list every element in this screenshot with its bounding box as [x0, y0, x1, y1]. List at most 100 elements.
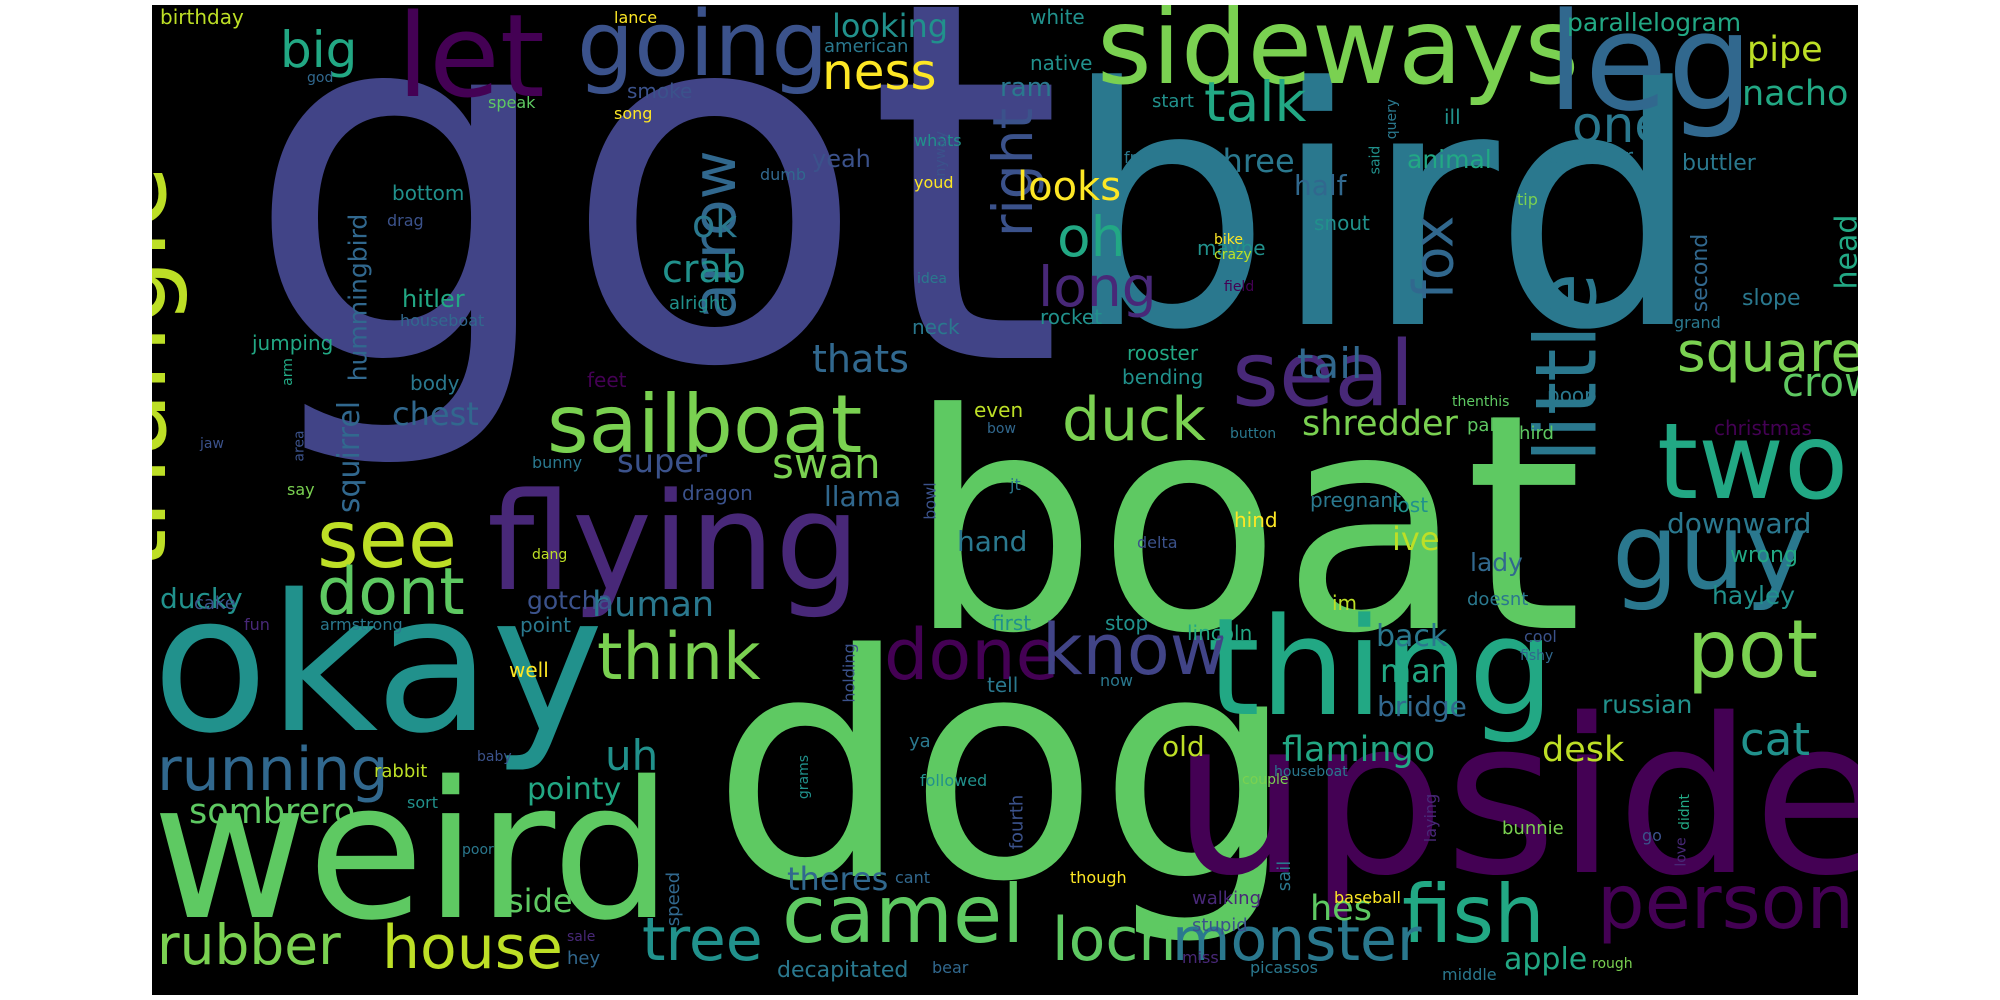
word: house — [382, 913, 563, 983]
word: seal — [1232, 322, 1415, 427]
word: hayley — [1712, 581, 1796, 610]
word: bird — [1062, 18, 1703, 402]
word: flying — [487, 464, 861, 621]
word: pipe — [1747, 30, 1823, 70]
word: stop — [1105, 611, 1149, 635]
word: squirrel — [332, 400, 368, 514]
word: pointy — [527, 772, 622, 807]
word: bow — [987, 421, 1016, 437]
word: weird — [152, 741, 673, 962]
word: cool — [1524, 627, 1557, 646]
word: palm — [1467, 415, 1512, 436]
word: ya — [909, 731, 931, 752]
word: upside — [1172, 672, 1858, 923]
word: flamingo — [1282, 730, 1436, 770]
word: rabbit — [374, 761, 428, 782]
word: walking — [1192, 888, 1262, 909]
word: ducky — [160, 582, 243, 615]
word: houseboat — [1274, 764, 1348, 780]
word: person — [1597, 858, 1855, 946]
word: button — [1230, 426, 1277, 442]
word: hes — [1310, 889, 1372, 929]
word: super — [617, 442, 708, 480]
word: back — [1376, 619, 1448, 654]
word: neck — [912, 315, 960, 339]
word: song — [614, 104, 653, 123]
word: though — [1070, 868, 1127, 887]
word: point — [520, 613, 572, 637]
word: query — [1384, 98, 1401, 140]
word: fishy — [1520, 648, 1554, 664]
word: well — [509, 658, 549, 682]
word: third — [1512, 423, 1554, 444]
word: speak — [488, 93, 536, 112]
word: cant — [895, 868, 931, 887]
word: miss — [1182, 948, 1219, 967]
word: parallelogram — [1567, 8, 1742, 37]
word: old — [1162, 730, 1205, 763]
word: human — [592, 585, 715, 625]
word: sombrero — [189, 792, 356, 832]
word: bunnie — [1502, 818, 1564, 839]
word: white — [1030, 5, 1085, 29]
word: wrong — [1730, 543, 1798, 568]
word: armstrong — [320, 615, 403, 634]
word: theres — [787, 860, 889, 898]
word: chest — [392, 395, 479, 433]
word: hitler — [402, 285, 465, 313]
word: going — [577, 5, 829, 97]
word: ok — [692, 202, 738, 246]
word: got — [244, 5, 1064, 476]
word: crow — [1782, 360, 1858, 406]
word: bear — [932, 958, 969, 977]
word: crazy — [1214, 247, 1252, 263]
word: pregnant — [1310, 488, 1401, 512]
word: area — [291, 430, 308, 462]
word: sideways — [1097, 5, 1580, 108]
word: second — [1688, 233, 1714, 313]
word: delta — [1137, 533, 1178, 552]
word: christmas — [1714, 416, 1812, 440]
word: monster — [1172, 905, 1422, 975]
word: done — [884, 614, 1059, 696]
word: first — [992, 611, 1032, 635]
word: sale — [567, 929, 596, 945]
word: hummingbird — [343, 213, 373, 382]
word: downward — [1667, 507, 1812, 540]
word: thing — [1207, 589, 1555, 746]
word: rubber — [157, 913, 341, 977]
word: maybe — [1197, 236, 1266, 260]
word: lost — [1392, 493, 1429, 517]
word: loch — [1052, 905, 1177, 975]
word: leg — [1547, 5, 1754, 141]
word: poop — [1547, 383, 1597, 407]
word: uh — [605, 731, 659, 780]
word: guy — [1612, 491, 1808, 613]
word: crab — [662, 247, 746, 291]
word: thenthis — [1452, 394, 1510, 410]
word: idea — [917, 271, 947, 287]
word: desk — [1542, 730, 1625, 770]
word: poor — [462, 842, 494, 858]
word: side — [507, 882, 573, 920]
word: tell — [987, 673, 1019, 697]
word: cat — [1740, 713, 1810, 766]
word: rooster — [1127, 341, 1199, 365]
word: sail — [1274, 860, 1296, 892]
word: tree — [642, 905, 763, 975]
word: didnt — [1677, 793, 1694, 831]
word: man — [1380, 652, 1452, 690]
word: bowl — [920, 482, 940, 520]
word: buttler — [1682, 151, 1756, 176]
word: laying — [1421, 793, 1441, 843]
word: duck — [1062, 385, 1206, 455]
word: slope — [1742, 286, 1801, 311]
word: middle — [1442, 965, 1497, 984]
word: arm — [279, 358, 296, 386]
word: feet — [587, 368, 627, 392]
word: sort — [407, 793, 438, 812]
word: dont — [317, 555, 465, 630]
word: dog — [712, 589, 1296, 950]
word: front — [1124, 148, 1163, 167]
word: half — [1294, 169, 1347, 202]
